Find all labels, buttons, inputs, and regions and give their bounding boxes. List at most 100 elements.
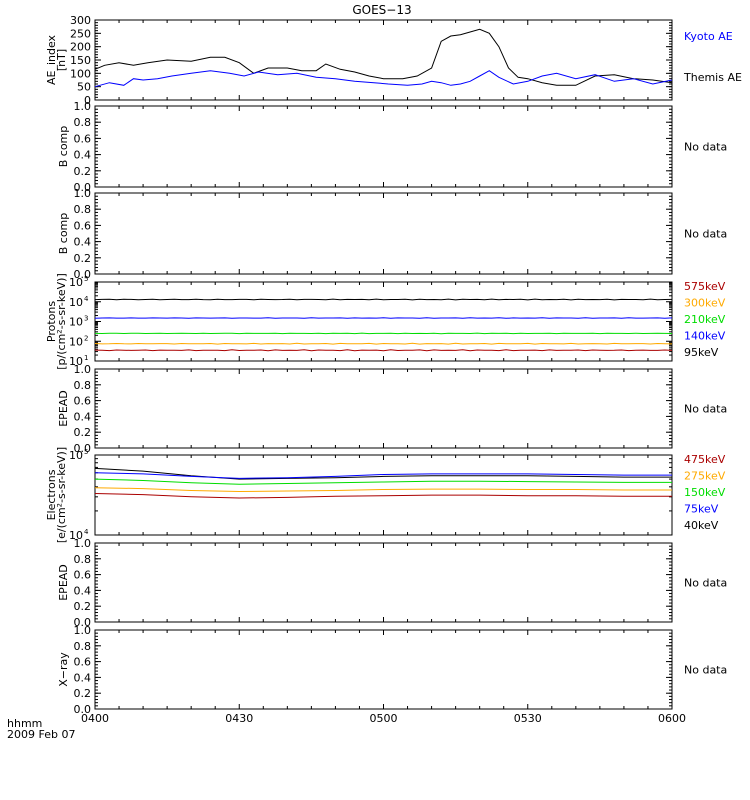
panel-frame <box>94 368 673 449</box>
y-tick-label: 0.2 <box>74 600 92 613</box>
y-tick-label: 100 <box>70 67 91 80</box>
y-tick-label: 0.6 <box>74 569 92 582</box>
y-axis-label: Electrons <box>45 469 58 520</box>
panel-b2: 0.0 0.2 0.4 0.6 0.8 1.0 B comp No data <box>57 187 727 281</box>
panel-b1: 0.0 0.2 0.4 0.6 0.8 1.0 B comp No data <box>57 100 727 194</box>
series-line-210kev <box>94 332 673 335</box>
y-tick-label: 0.4 <box>74 584 92 597</box>
y-tick-label: 0.4 <box>74 410 92 423</box>
y-tick-label: 10 <box>69 355 83 368</box>
legend-entry: 40keV <box>684 519 719 532</box>
y-tick-label: 0.0 <box>74 181 92 194</box>
legend-entry: 300keV <box>684 297 726 310</box>
panel-frame <box>94 105 673 188</box>
y-tick-label: 1.0 <box>74 624 92 637</box>
y-axis-label: [e/(cm²-s-sr-keV)] <box>55 447 68 543</box>
no-data-label: No data <box>684 403 727 416</box>
legend-entry: 475keV <box>684 453 726 466</box>
series-line-75kev <box>94 472 672 479</box>
y-tick-label: 0.0 <box>74 616 92 629</box>
y-tick-exponent: 2 <box>84 334 88 342</box>
y-tick-label: 0.6 <box>74 132 92 145</box>
y-tick-label: 0 <box>84 94 91 107</box>
series-line-140kev <box>94 317 673 319</box>
y-tick-label: 10 <box>69 529 83 542</box>
no-data-label: No data <box>684 228 727 241</box>
legend-entry: 150keV <box>684 486 726 499</box>
y-tick-label: 0.8 <box>74 553 92 566</box>
time-format-label: hhmm <box>7 717 42 730</box>
legend-entry: 75keV <box>684 503 719 516</box>
date-label: 2009 Feb 07 <box>7 728 75 741</box>
y-tick-label: 0.0 <box>74 268 92 281</box>
time-axis: 0400 0430 0500 0530 0600 <box>81 712 686 725</box>
x-tick-label: 0430 <box>225 712 253 725</box>
y-tick-label: 1.0 <box>74 187 92 200</box>
y-tick-label: 0.4 <box>74 671 92 684</box>
y-tick-label: 10 <box>69 296 83 309</box>
y-tick-exponent: 5 <box>84 448 88 456</box>
plot-title: GOES−13 <box>352 3 411 17</box>
y-tick-label: 200 <box>70 41 91 54</box>
panel-frame <box>94 19 673 101</box>
y-tick-label: 50 <box>77 81 91 94</box>
y-tick-label: 1.0 <box>74 537 92 550</box>
y-tick-label: 150 <box>70 54 91 67</box>
legend-entry: 140keV <box>684 330 726 343</box>
y-axis-label: EPEAD <box>57 564 70 601</box>
x-tick-label: 0500 <box>370 712 398 725</box>
y-tick-label: 0.2 <box>74 252 92 265</box>
y-tick-label: 0.8 <box>74 640 92 653</box>
y-tick-label: 0.6 <box>74 395 92 408</box>
y-axis-label: X−ray <box>57 652 70 687</box>
no-data-label: No data <box>684 664 727 677</box>
y-axis-label: [nT] <box>55 49 68 71</box>
y-axis-label: B comp <box>57 126 70 168</box>
legend-entry: 210keV <box>684 313 726 326</box>
legend-entry: Themis AE <box>683 71 742 84</box>
series-line-300kev <box>94 342 673 345</box>
series-line-kyoto-ae <box>94 70 673 88</box>
y-axis-label: EPEAD <box>57 390 70 427</box>
series-line-575kev <box>94 349 673 352</box>
y-axis-label: [p/(cm²-s-sr-keV)] <box>55 273 68 370</box>
y-tick-label: 300 <box>70 14 91 27</box>
series-line-475kev <box>94 493 672 499</box>
y-tick-exponent: 4 <box>84 295 89 303</box>
panel-frame <box>94 542 673 623</box>
y-tick-label: 0.8 <box>74 203 92 216</box>
y-tick-label: 1.0 <box>74 100 92 113</box>
y-tick-exponent: 1 <box>84 354 88 362</box>
y-tick-exponent: 3 <box>84 315 88 323</box>
panel-frame <box>94 281 673 362</box>
y-tick-label: 0.2 <box>74 426 92 439</box>
y-tick-exponent: 5 <box>84 275 88 283</box>
x-tick-label: 0600 <box>658 712 686 725</box>
y-tick-label: 0.8 <box>74 116 92 129</box>
series-line-95kev <box>94 298 673 301</box>
x-tick-label: 0400 <box>81 712 109 725</box>
panel-xray: 0.0 0.2 0.4 0.6 0.8 1.0 X−ray No data <box>57 624 727 716</box>
y-tick-exponent: 4 <box>84 528 89 536</box>
x-tick-label: 0530 <box>514 712 542 725</box>
y-tick-label: 10 <box>69 449 83 462</box>
legend-entry: Kyoto AE <box>684 30 733 43</box>
y-tick-label: 0.6 <box>74 219 92 232</box>
y-tick-label: 0.6 <box>74 656 92 669</box>
y-axis-label: AE_index <box>45 34 58 85</box>
y-tick-label: 0.4 <box>74 149 92 162</box>
y-tick-label: 0.8 <box>74 379 92 392</box>
no-data-label: No data <box>684 577 727 590</box>
y-tick-label: 0.2 <box>74 687 92 700</box>
series-line-150kev <box>94 478 672 485</box>
panel-epead2: 0.0 0.2 0.4 0.6 0.8 1.0 EPEAD No data <box>57 537 727 629</box>
y-tick-label: 10 <box>69 335 83 348</box>
series-line-themis-ae <box>94 28 673 86</box>
y-tick-label: 0.4 <box>74 236 92 249</box>
y-axis-label: Protons <box>45 301 58 342</box>
series-line-40kev <box>94 467 672 480</box>
